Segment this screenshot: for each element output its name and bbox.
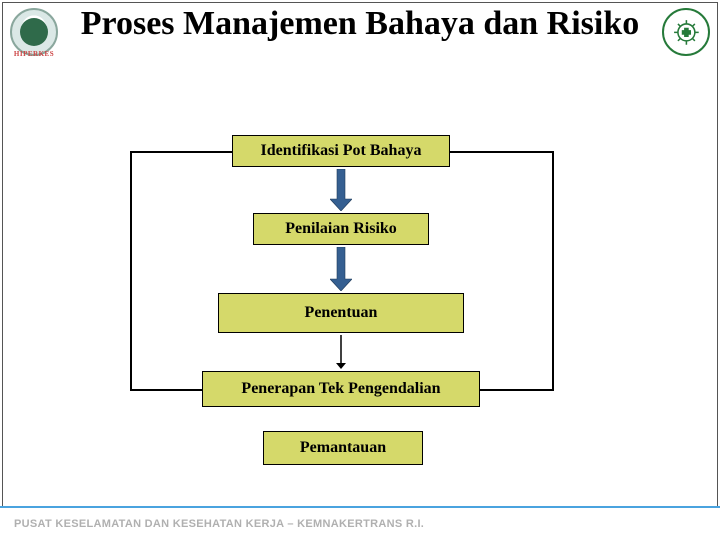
flow-arrow [335, 335, 347, 369]
flow-node-n4: Penerapan Tek Pengendalian [202, 371, 480, 407]
safety-cross-icon [671, 17, 702, 48]
flow-node-n3: Penentuan [218, 293, 464, 333]
flow-connector [480, 389, 554, 391]
footer-text: PUSAT KESELAMATAN DAN KESEHATAN KERJA – … [0, 506, 720, 540]
flow-arrow [330, 169, 352, 211]
flow-node-n1: Identifikasi Pot Bahaya [232, 135, 450, 167]
flow-node-n5: Pemantauan [263, 431, 423, 465]
flow-connector [130, 389, 202, 391]
flowchart: Identifikasi Pot Bahaya Penilaian Risiko P… [0, 135, 720, 495]
hiperkes-logo: HIPERKES [10, 8, 58, 56]
flow-connector [130, 151, 232, 153]
flow-connector [450, 151, 554, 153]
flow-connector [130, 151, 132, 391]
slide-title: Proses Manajemen Bahaya dan Risiko [60, 4, 660, 43]
flow-arrow [330, 247, 352, 291]
flow-node-n2: Penilaian Risiko [253, 213, 429, 245]
flow-connector [552, 151, 554, 391]
safety-cross-logo [662, 8, 710, 56]
